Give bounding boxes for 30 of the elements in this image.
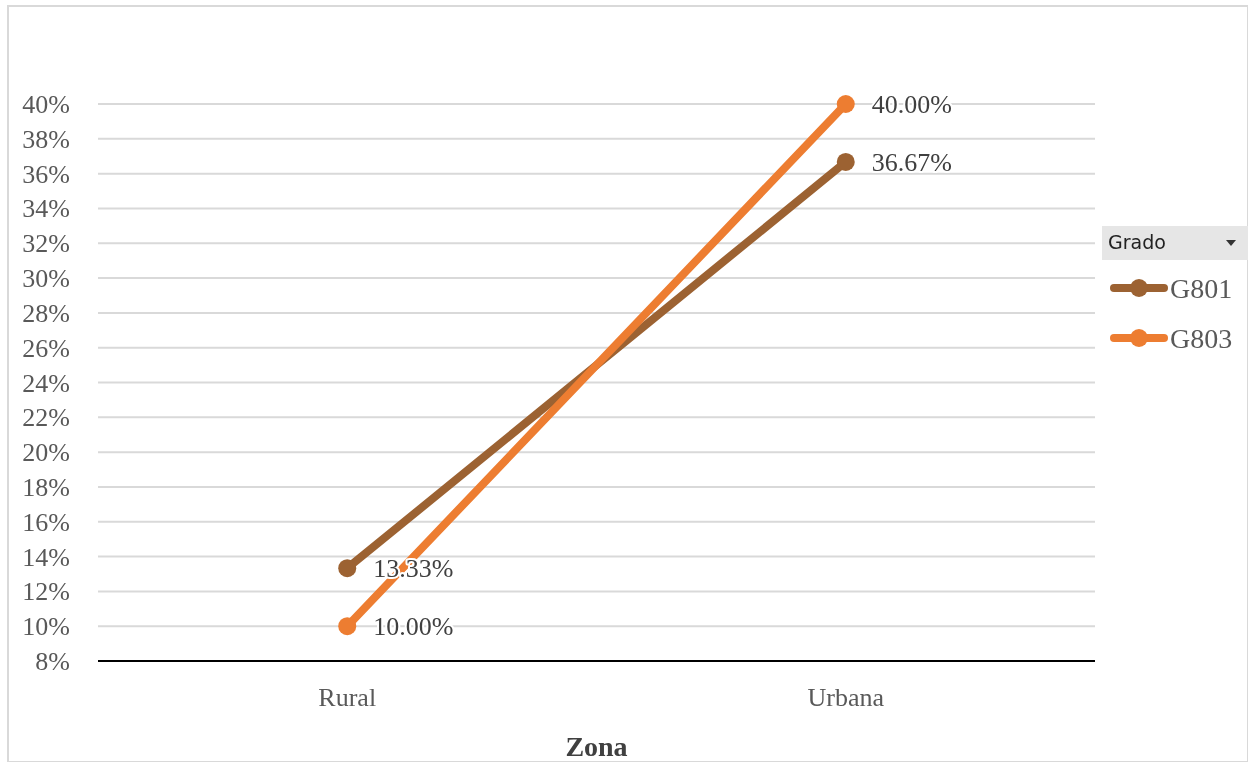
data-label: 36.67% (871, 147, 952, 177)
y-tick-label: 40% (22, 90, 70, 119)
y-tick-label: 10% (22, 612, 70, 642)
y-tick-label: 22% (22, 403, 70, 433)
y-tick-label: 36% (22, 159, 70, 189)
point (836, 95, 855, 113)
y-tick-label: 34% (22, 194, 70, 224)
y-tick-label: 12% (22, 577, 70, 607)
y-tick-label: 24% (22, 368, 70, 398)
point (338, 617, 357, 636)
y-tick-label: 16% (22, 507, 70, 537)
point (338, 559, 357, 578)
point (836, 152, 855, 171)
y-tick-label: 26% (22, 333, 70, 363)
y-tick-label: 32% (22, 229, 70, 259)
y-tick-label: 38% (22, 124, 70, 154)
y-tick-label: 18% (22, 472, 70, 502)
legend-label: G801 (1170, 273, 1233, 304)
legend-title: Grado (1108, 231, 1166, 253)
y-tick-label: 8% (35, 647, 70, 676)
legend-label: G803 (1170, 323, 1233, 354)
y-tick-label: 14% (22, 542, 70, 572)
data-label: 40.00% (871, 90, 952, 119)
y-tick-label: 30% (22, 264, 70, 294)
y-tick-label: 20% (22, 438, 70, 468)
x-tick-label: Rural (318, 683, 377, 712)
x-tick-label: Urbana (807, 683, 885, 712)
y-tick-label: 28% (22, 298, 70, 328)
data-label: 10.00% (373, 612, 454, 642)
x-axis-title: Zona (565, 731, 628, 762)
